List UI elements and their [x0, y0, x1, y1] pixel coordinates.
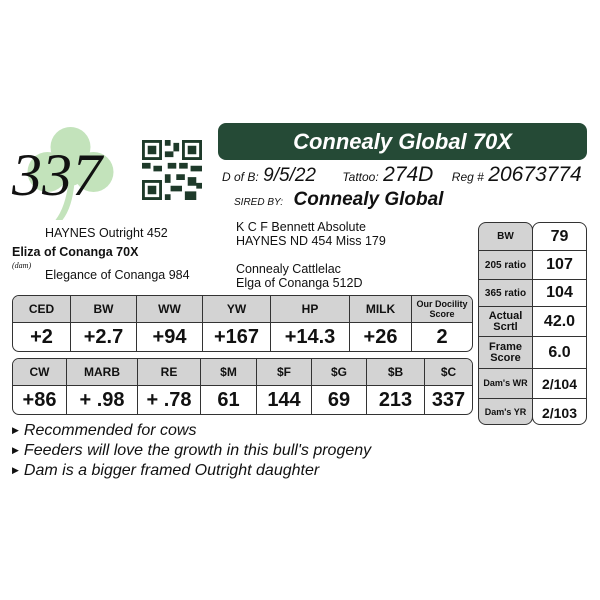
triangle-bullet-icon: ▶: [12, 425, 19, 435]
dam-sire-pedigree: Connealy Cattlelac Elga of Conanga 512D: [236, 262, 362, 290]
sire-sire: K C F Bennett Absolute: [236, 220, 366, 234]
tattoo-value: 274D: [383, 163, 434, 186]
epd-value: + .98: [67, 386, 138, 414]
epd-header: $F: [257, 359, 312, 386]
reg-label: Reg #: [451, 170, 484, 184]
perf-value: 6.0: [533, 337, 586, 369]
epd-value: +86: [13, 386, 67, 414]
perf-value: 79: [533, 223, 586, 251]
epd-value: +2: [13, 323, 71, 351]
epd-value: + .78: [138, 386, 201, 414]
dob-value: 9/5/22: [263, 165, 316, 186]
epd-value: 2: [436, 325, 448, 348]
perf-value: 42.0: [533, 307, 586, 337]
epd-header: YW: [203, 296, 271, 323]
epd-table-2: CW MARB RE $M $F $G $B $C +86 + .98 + .7…: [12, 358, 473, 415]
id-line: D of B: 9/5/22 Tattoo: 274D Reg # 206737…: [222, 163, 592, 187]
epd-header: RE: [138, 359, 201, 386]
epd-header: Our Docility Score: [412, 296, 472, 323]
epd-header: MARB: [67, 359, 138, 386]
perf-label: 365 ratio: [479, 280, 532, 307]
perf-value: 2/104: [533, 369, 586, 399]
dam-sire: HAYNES Outright 452: [45, 226, 168, 240]
dam-name: Eliza of Conanga 70X: [12, 245, 139, 259]
epd-value: 337: [431, 388, 466, 411]
epd-header: $B: [367, 359, 425, 386]
dam-dam: Elegance of Conanga 984: [45, 268, 190, 282]
dam-sire-sire: Connealy Cattlelac: [236, 262, 341, 276]
perf-value: 2/103: [541, 404, 578, 421]
lot-number: 337: [12, 142, 102, 208]
perf-label: BW: [479, 223, 532, 251]
shamrock-logo: [27, 127, 114, 220]
epd-value: +94: [137, 323, 203, 351]
sired-by-line: SIRED BY: Connealy Global: [234, 189, 443, 211]
performance-labels: BW 205 ratio 365 ratio Actual Scrtl Fram…: [478, 222, 533, 425]
epd-value: +26: [350, 323, 412, 351]
perf-label: 205 ratio: [479, 251, 532, 280]
perf-value: 104: [533, 280, 586, 307]
epd-header: CW: [13, 359, 67, 386]
epd-header: $C: [425, 359, 472, 386]
triangle-bullet-icon: ▶: [12, 445, 19, 455]
perf-label: Actual Scrtl: [479, 307, 532, 337]
epd-header: CED: [13, 296, 71, 323]
triangle-bullet-icon: ▶: [12, 465, 19, 475]
dam-label: (dam): [12, 261, 32, 270]
perf-label: Dam's YR: [484, 407, 527, 417]
epd-value: +2.7: [71, 323, 137, 351]
performance-values: 79 107 104 42.0 6.0 2/104 2/103: [532, 222, 587, 425]
sire-name: Connealy Global: [293, 189, 444, 210]
bullet-item: ▶ Dam is a bigger framed Outright daughte…: [12, 462, 320, 479]
epd-value: 213: [367, 386, 425, 414]
bullet-item: ▶ Recommended for cows: [12, 422, 197, 439]
bullet-item: ▶ Feeders will love the growth in this bu…: [12, 442, 372, 459]
epd-header: MILK: [350, 296, 412, 323]
epd-header: $M: [201, 359, 257, 386]
epd-header: WW: [137, 296, 203, 323]
perf-value: 107: [533, 251, 586, 280]
perf-label: Dam's WR: [479, 369, 532, 399]
sire-pedigree: K C F Bennett Absolute HAYNES ND 454 Mis…: [236, 220, 386, 248]
qr-code[interactable]: [140, 140, 204, 200]
dob-label: D of B:: [222, 170, 259, 184]
epd-value: 61: [201, 386, 257, 414]
epd-value: 69: [312, 386, 367, 414]
sired-by-label: SIRED BY:: [234, 197, 284, 208]
perf-label: Frame Score: [479, 337, 532, 369]
dam-sire-dam: Elga of Conanga 512D: [236, 276, 363, 290]
performance-table: BW 205 ratio 365 ratio Actual Scrtl Fram…: [478, 222, 587, 425]
epd-header: BW: [71, 296, 137, 323]
epd-value: +14.3: [271, 323, 350, 351]
tattoo-label: Tattoo:: [342, 170, 379, 184]
epd-header: $G: [312, 359, 367, 386]
reg-value: 20673774: [488, 163, 582, 186]
sire-dam: HAYNES ND 454 Miss 179: [236, 234, 386, 248]
animal-name-title: Connealy Global 70X: [218, 123, 587, 160]
epd-table-1: CED BW WW YW HP MILK Our Docility Score …: [12, 295, 473, 352]
epd-value: +167: [203, 323, 271, 351]
epd-value: 144: [257, 386, 312, 414]
epd-header: HP: [271, 296, 350, 323]
